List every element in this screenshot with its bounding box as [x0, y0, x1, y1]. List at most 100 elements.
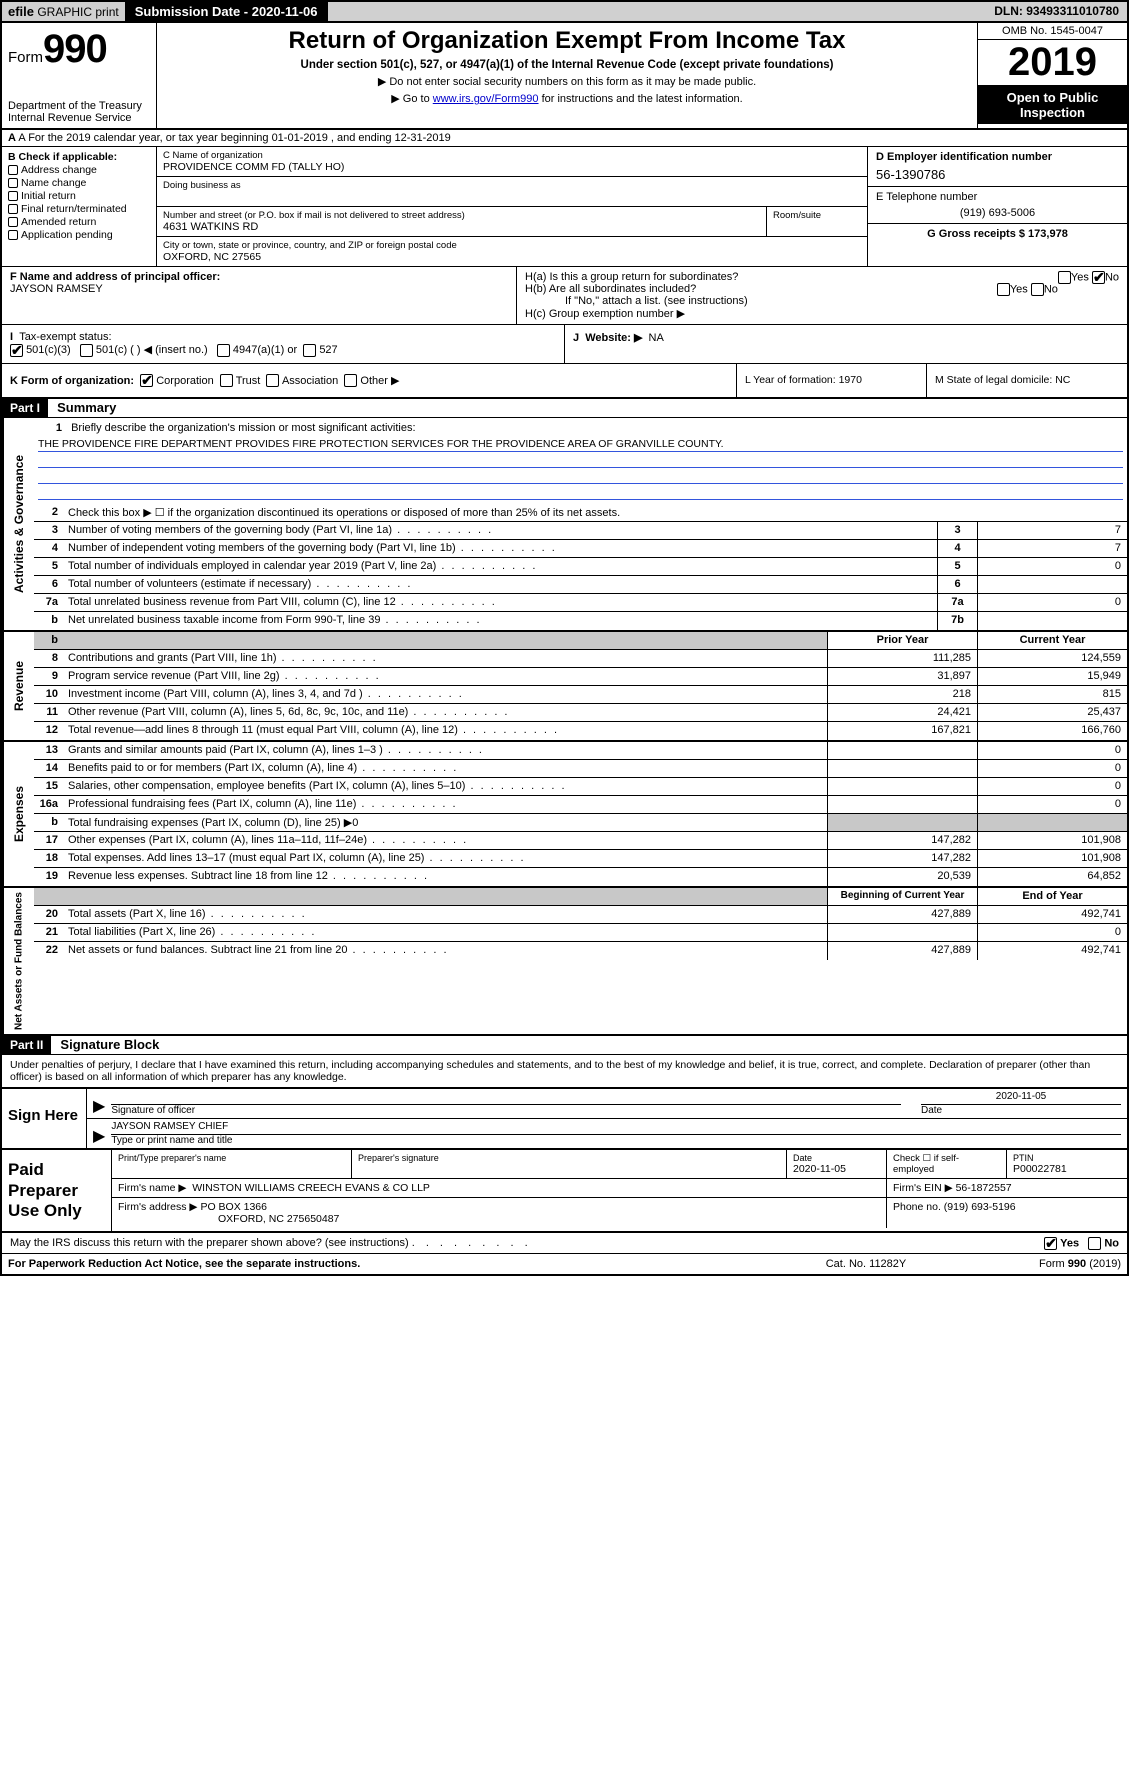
arrow-icon: ▶	[93, 1096, 105, 1116]
col-c-orginfo: C Name of organization PROVIDENCE COMM F…	[157, 147, 867, 266]
ein-value: 56-1390786	[876, 167, 1119, 182]
gov-line-5: 5Total number of individuals employed in…	[34, 558, 1127, 576]
gross-receipts: G Gross receipts $ 173,978	[868, 223, 1127, 244]
rev-line-9: 9Program service revenue (Part VIII, lin…	[34, 668, 1127, 686]
net-line-21: 21Total liabilities (Part X, line 26)0	[34, 924, 1127, 942]
open-inspection: Open to Public Inspection	[978, 86, 1127, 124]
group-return: H(a) Is this a group return for subordin…	[517, 267, 1127, 324]
part-i-header: Part I Summary	[2, 399, 1127, 418]
paid-preparer-block: Paid Preparer Use Only Print/Type prepar…	[2, 1148, 1127, 1233]
chk-501c3[interactable]	[10, 344, 23, 357]
exp-line-19: 19Revenue less expenses. Subtract line 1…	[34, 868, 1127, 886]
discuss-row: May the IRS discuss this return with the…	[2, 1233, 1127, 1254]
chk-other[interactable]	[344, 374, 357, 387]
exp-line-15: 15Salaries, other compensation, employee…	[34, 778, 1127, 796]
mission-text: THE PROVIDENCE FIRE DEPARTMENT PROVIDES …	[38, 438, 1123, 452]
form-of-org: K Form of organization: Corporation Trus…	[2, 364, 737, 398]
sign-here-label: Sign Here	[2, 1089, 87, 1148]
header-mid: Return of Organization Exempt From Incom…	[157, 23, 977, 128]
section-netassets: Net Assets or Fund Balances Beginning of…	[2, 888, 1127, 1036]
section-revenue: Revenue b Prior Year Current Year 8Contr…	[2, 632, 1127, 742]
arrow-icon: ▶	[93, 1126, 105, 1146]
part-ii-header: Part II Signature Block	[2, 1036, 1127, 1055]
topbar-spacer	[328, 2, 987, 21]
exp-line-14: 14Benefits paid to or for members (Part …	[34, 760, 1127, 778]
efile-label[interactable]: efile GRAPHIC print	[2, 2, 127, 21]
omb-number: OMB No. 1545-0047	[978, 23, 1127, 40]
rev-line-11: 11Other revenue (Part VIII, column (A), …	[34, 704, 1127, 722]
exp-line-13: 13Grants and similar amounts paid (Part …	[34, 742, 1127, 760]
row-klm: K Form of organization: Corporation Trus…	[2, 364, 1127, 400]
discuss-no[interactable]	[1088, 1237, 1101, 1250]
exp-line-18: 18Total expenses. Add lines 13–17 (must …	[34, 850, 1127, 868]
chk-4947[interactable]	[217, 344, 230, 357]
side-revenue: Revenue	[2, 632, 34, 740]
row-ij: I Tax-exempt status: 501(c)(3) 501(c) ( …	[2, 325, 1127, 364]
org-name: PROVIDENCE COMM FD (TALLY HO)	[163, 161, 861, 173]
footer: For Paperwork Reduction Act Notice, see …	[2, 1254, 1127, 1274]
phone-block: E Telephone number (919) 693-5006	[868, 186, 1127, 223]
chk-initial-return[interactable]: Initial return	[8, 190, 150, 202]
form-header: Form990 Department of the Treasury Inter…	[2, 23, 1127, 130]
col-de: D Employer identification number 56-1390…	[867, 147, 1127, 266]
gov-line-b: bNet unrelated business taxable income f…	[34, 612, 1127, 630]
chk-527[interactable]	[303, 344, 316, 357]
form-title: Return of Organization Exempt From Incom…	[163, 27, 971, 55]
org-name-row: C Name of organization PROVIDENCE COMM F…	[157, 147, 867, 177]
exp-line-16a: 16aProfessional fundraising fees (Part I…	[34, 796, 1127, 814]
room-suite: Room/suite	[767, 207, 867, 236]
chk-application-pending[interactable]: Application pending	[8, 229, 150, 241]
penalty-statement: Under penalties of perjury, I declare th…	[2, 1055, 1127, 1088]
rev-line-8: 8Contributions and grants (Part VIII, li…	[34, 650, 1127, 668]
exp-line-b: bTotal fundraising expenses (Part IX, co…	[34, 814, 1127, 832]
dept-treasury: Department of the Treasury	[8, 100, 150, 112]
cat-no: Cat. No. 11282Y	[791, 1258, 941, 1270]
ha-no[interactable]	[1092, 271, 1105, 284]
gov-line-7a: 7aTotal unrelated business revenue from …	[34, 594, 1127, 612]
header-right: OMB No. 1545-0047 2019 Open to Public In…	[977, 23, 1127, 128]
exp-line-17: 17Other expenses (Part IX, column (A), l…	[34, 832, 1127, 850]
chk-amended[interactable]: Amended return	[8, 216, 150, 228]
discuss-yes[interactable]	[1044, 1237, 1057, 1250]
rev-header: b Prior Year Current Year	[34, 632, 1127, 650]
preparer-firm-row: Firm's name ▶ WINSTON WILLIAMS CREECH EV…	[112, 1179, 1127, 1198]
side-netassets: Net Assets or Fund Balances	[2, 888, 34, 1034]
preparer-addr-row: Firm's address ▶ PO BOX 1366 OXFORD, NC …	[112, 1198, 1127, 1228]
gov-line-6: 6Total number of volunteers (estimate if…	[34, 576, 1127, 594]
chk-trust[interactable]	[220, 374, 233, 387]
state-domicile: M State of legal domicile: NC	[927, 364, 1127, 398]
year-formation: L Year of formation: 1970	[737, 364, 927, 398]
chk-assoc[interactable]	[266, 374, 279, 387]
chk-address-change[interactable]: Address change	[8, 164, 150, 176]
street-address: 4631 WATKINS RD	[163, 221, 760, 233]
hb-yes[interactable]	[997, 283, 1010, 296]
header-left: Form990 Department of the Treasury Inter…	[2, 23, 157, 128]
officer-name: JAYSON RAMSEY	[10, 283, 103, 295]
preparer-row1: Print/Type preparer's name Preparer's si…	[112, 1150, 1127, 1179]
phone-value: (919) 693-5006	[876, 207, 1119, 219]
gov-line-3: 3Number of voting members of the governi…	[34, 522, 1127, 540]
form-container: efile GRAPHIC print Submission Date - 20…	[0, 0, 1129, 1276]
efile-bold: efile	[8, 4, 34, 19]
addr-row: Number and street (or P.O. box if mail i…	[157, 207, 867, 237]
paperwork-notice: For Paperwork Reduction Act Notice, see …	[8, 1258, 791, 1270]
note-link: ▶ Go to www.irs.gov/Form990 for instruct…	[163, 92, 971, 105]
dln: DLN: 93493311010780	[986, 2, 1127, 21]
city-state-zip: OXFORD, NC 27565	[163, 251, 861, 263]
irs-label: Internal Revenue Service	[8, 112, 150, 124]
ha-yes[interactable]	[1058, 271, 1071, 284]
side-expenses: Expenses	[2, 742, 34, 886]
chk-corp[interactable]	[140, 374, 153, 387]
rev-line-10: 10Investment income (Part VIII, column (…	[34, 686, 1127, 704]
chk-501c[interactable]	[80, 344, 93, 357]
net-header: Beginning of Current Year End of Year	[34, 888, 1127, 906]
ha-yesno: Yes No	[1058, 271, 1119, 284]
net-line-22: 22Net assets or fund balances. Subtract …	[34, 942, 1127, 960]
officer-name-line: ▶ JAYSON RAMSEY CHIEFType or print name …	[87, 1119, 1127, 1148]
chk-name-change[interactable]: Name change	[8, 177, 150, 189]
irs-link[interactable]: www.irs.gov/Form990	[433, 93, 539, 105]
tax-exempt-status: I Tax-exempt status: 501(c)(3) 501(c) ( …	[2, 325, 565, 363]
hb-no[interactable]	[1031, 283, 1044, 296]
principal-officer: F Name and address of principal officer:…	[2, 267, 517, 324]
chk-final-return[interactable]: Final return/terminated	[8, 203, 150, 215]
